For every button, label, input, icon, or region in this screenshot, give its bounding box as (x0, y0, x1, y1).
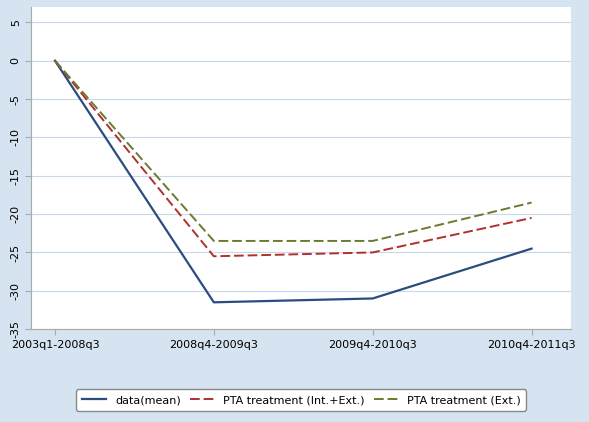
Line: data(mean): data(mean) (55, 61, 532, 302)
PTA treatment (Int.+Ext.) (51, 58, 58, 63)
PTA treatment (Ext.) (51, 58, 58, 63)
PTA treatment (Ext.) (528, 200, 535, 205)
Legend: data(mean), PTA treatment (Int.+Ext.), PTA treatment (Ext.): data(mean), PTA treatment (Int.+Ext.), P… (76, 390, 526, 411)
data(mean) (210, 300, 217, 305)
PTA treatment (Ext.) (210, 238, 217, 243)
PTA treatment (Int.+Ext.) (528, 215, 535, 220)
PTA treatment (Int.+Ext.) (369, 250, 376, 255)
data(mean) (51, 58, 58, 63)
Line: PTA treatment (Ext.): PTA treatment (Ext.) (55, 61, 532, 241)
PTA treatment (Ext.) (369, 238, 376, 243)
data(mean) (369, 296, 376, 301)
Line: PTA treatment (Int.+Ext.): PTA treatment (Int.+Ext.) (55, 61, 532, 256)
data(mean) (528, 246, 535, 251)
PTA treatment (Int.+Ext.) (210, 254, 217, 259)
